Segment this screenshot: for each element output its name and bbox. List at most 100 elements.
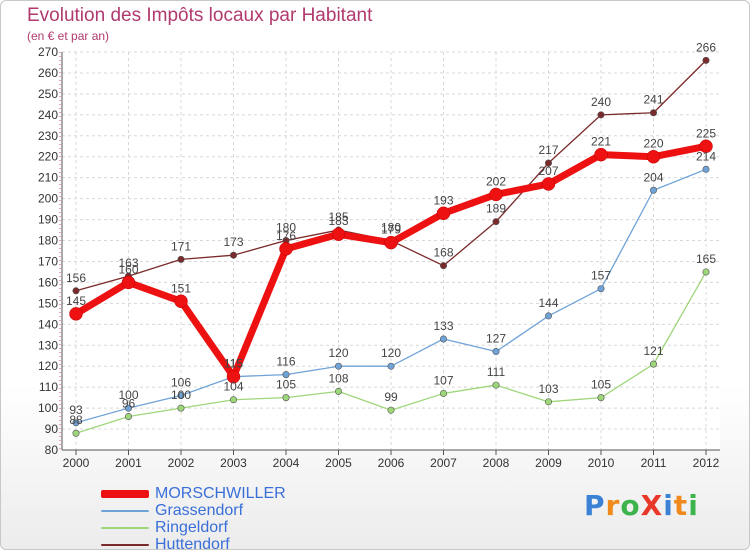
data-label: 168 [433,246,453,260]
data-label: 107 [433,373,453,387]
proxiti-logo: ProXiti [584,489,699,522]
data-point [331,227,346,241]
data-point [334,387,342,395]
x-tick-label: 2008 [483,456,510,470]
data-point [699,139,713,154]
legend: MORSCHWILLER Grassendorf Ringeldorf Huttend… [101,485,286,549]
y-tick-label: 120 [38,359,58,373]
data-label: 171 [171,239,191,253]
data-label: 173 [223,235,243,249]
y-tick-label: 250 [38,87,58,101]
data-point [544,398,552,406]
x-tick-label: 2001 [115,456,142,470]
data-point [439,262,447,270]
data-label: 104 [223,380,243,394]
data-label: 207 [538,164,558,178]
data-point [702,56,710,64]
data-label: 121 [643,344,663,358]
data-point [436,206,451,221]
y-tick-label: 130 [38,338,58,352]
y-tick-label: 80 [45,443,59,457]
data-label: 165 [696,252,716,266]
data-label: 220 [643,137,663,151]
data-point [282,371,290,379]
data-point [279,242,293,256]
chart-title: Evolution des Impôts locaux par Habitant [27,5,373,26]
legend-item: Grassendorf [101,502,286,519]
y-tick-label: 170 [38,254,58,268]
y-tick-label: 140 [38,317,58,331]
data-label: 202 [486,174,506,188]
data-point [384,235,398,250]
data-point [72,419,80,427]
y-tick-label: 200 [38,192,58,206]
y-tick-label: 110 [39,380,58,394]
x-tick-label: 2006 [378,456,405,470]
data-point [702,165,710,173]
data-label: 163 [118,256,138,270]
x-tick-label: 2002 [168,456,195,470]
x-tick-label: 2010 [588,456,615,470]
data-label: 157 [591,269,611,283]
y-tick-label: 260 [38,66,58,80]
data-label: 100 [118,388,138,402]
data-label: 120 [328,346,348,360]
data-label: 240 [591,95,611,109]
data-label: 99 [384,390,398,404]
data-point [702,268,710,276]
data-point [439,389,447,397]
data-label: 115 [224,357,243,371]
logo-letter: t [673,489,689,522]
data-point [649,360,657,368]
data-point [597,394,605,402]
data-label: 127 [486,332,506,346]
x-tick-label: 2011 [641,456,667,470]
data-point [121,275,136,290]
y-tick-label: 190 [38,213,58,227]
y-tick-label: 180 [38,234,58,248]
data-point [69,307,83,321]
y-tick-label: 90 [45,422,59,436]
data-label: 106 [171,376,191,390]
y-tick-label: 210 [38,171,58,185]
logo-letter: r [605,489,621,522]
legend-item: Ringeldorf [101,519,286,536]
legend-swatch [101,543,149,546]
data-point [544,312,552,320]
data-label: 105 [591,378,611,392]
data-point [177,255,185,263]
data-point [174,294,188,309]
data-point [597,111,605,119]
y-tick-label: 150 [38,296,58,310]
y-tick-label: 160 [38,275,58,289]
x-tick-label: 2009 [535,456,562,470]
data-label: 96 [122,396,136,410]
y-tick-label: 230 [38,129,58,143]
data-label: 193 [433,193,453,207]
y-tick-label: 270 [38,45,58,59]
data-point [230,251,238,259]
data-point [72,429,80,437]
data-point [597,285,605,293]
data-point [489,187,503,202]
legend-item: Huttendorf [101,536,286,549]
data-label: 176 [276,229,296,243]
x-tick-label: 2005 [325,456,352,470]
data-label: 241 [643,93,663,107]
data-point [72,287,80,295]
data-label: 266 [696,40,716,54]
data-label: 185 [328,210,348,224]
logo-letter: o [620,489,641,522]
data-point [334,362,342,370]
data-label: 225 [696,126,716,140]
data-point [125,412,133,420]
data-label: 151 [171,281,191,295]
data-label: 100 [171,388,191,402]
data-point [226,369,241,384]
data-point [282,394,290,402]
logo-letter: i [663,489,674,522]
legend-label: Ringeldorf [155,518,228,536]
y-tick-label: 240 [38,108,58,122]
data-label: 204 [643,170,663,184]
